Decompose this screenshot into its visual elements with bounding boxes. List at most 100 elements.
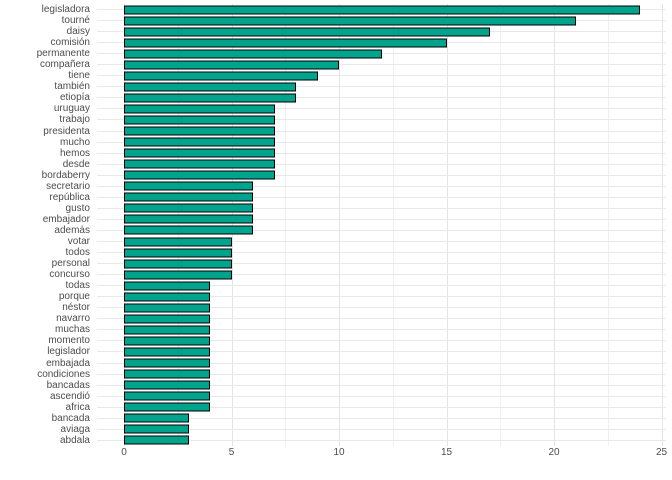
bar-row: porque (0, 291, 666, 302)
bar-area (97, 402, 666, 413)
y-axis-label: personal (51, 258, 90, 270)
row-gridline (97, 152, 666, 154)
bar-row: legislador (0, 346, 666, 357)
y-axis-label: embajador (42, 213, 90, 225)
bar-row: todas (0, 280, 666, 291)
major-gridline (124, 4, 125, 446)
bar-area (97, 380, 666, 391)
row-gridline (97, 86, 666, 88)
bar (124, 181, 253, 191)
bar-area (97, 59, 666, 70)
row-gridline (97, 373, 666, 375)
row-gridline (97, 141, 666, 143)
bar-area (97, 236, 666, 247)
bar-row: ascendió (0, 391, 666, 402)
bar (124, 259, 232, 269)
bar-row: además (0, 225, 666, 236)
major-gridline (446, 4, 448, 446)
bar-row: condiciones (0, 369, 666, 380)
bar (124, 314, 210, 324)
row-gridline (97, 263, 666, 265)
bar-area (97, 126, 666, 137)
bar (124, 192, 253, 202)
bar (124, 225, 253, 235)
bar (124, 148, 275, 158)
bar-row: mucho (0, 137, 666, 148)
y-axis-label: además (54, 224, 90, 236)
bar-row: desde (0, 159, 666, 170)
bar (124, 435, 189, 445)
y-axis-label: porque (58, 291, 90, 303)
bar-area (97, 291, 666, 302)
y-axis-label: también (54, 81, 90, 93)
bar (124, 49, 382, 59)
bar (124, 424, 189, 434)
row-gridline (97, 395, 666, 397)
minor-gridline (177, 4, 179, 446)
bar-area (97, 70, 666, 81)
major-gridline (339, 4, 340, 446)
row-gridline (97, 340, 666, 342)
bar-row: daisy (0, 26, 666, 37)
bar (124, 71, 318, 81)
bar-area (97, 81, 666, 92)
y-axis-label: comisión (50, 37, 90, 49)
y-axis-label: condiciones (37, 368, 90, 380)
row-gridline (97, 274, 666, 276)
bar-area (97, 324, 666, 335)
bar-area (97, 335, 666, 346)
row-gridline (97, 417, 666, 419)
bar (124, 137, 275, 147)
y-axis-label: tourné (61, 15, 90, 27)
row-gridline (97, 64, 666, 66)
row-gridline (97, 97, 666, 99)
row-gridline (97, 241, 666, 242)
bar-row: concurso (0, 269, 666, 280)
bar-area (97, 203, 666, 214)
row-gridline (97, 439, 666, 441)
bar-row: gusto (0, 203, 666, 214)
y-axis-label: legisladora (41, 4, 90, 16)
bar-row: muchas (0, 324, 666, 335)
bar-area (97, 346, 666, 357)
y-axis-label: néstor (62, 302, 90, 314)
bar-area (97, 247, 666, 258)
bar-row: embajada (0, 358, 666, 369)
y-axis-label: daisy (66, 26, 90, 38)
bar-row: africa (0, 402, 666, 413)
bar (124, 402, 210, 412)
bar-row: también (0, 81, 666, 92)
bar-area (97, 313, 666, 324)
bar (124, 281, 210, 291)
bar-row: bancada (0, 413, 666, 424)
y-axis-label: mucho (59, 136, 90, 148)
y-axis-label: bancada (51, 412, 90, 424)
row-gridline (97, 130, 666, 132)
bar-area (97, 48, 666, 59)
bar-row: secretario (0, 181, 666, 192)
bar (124, 60, 339, 70)
bar-area (97, 37, 666, 48)
bar (124, 5, 640, 15)
minor-gridline (392, 4, 394, 446)
bar-rows: legisladora tourné daisy comisión permanente… (0, 4, 666, 446)
bar-area (97, 413, 666, 424)
bar-area (97, 4, 666, 15)
bar (124, 27, 490, 37)
bar-area (97, 137, 666, 148)
row-gridline (97, 196, 666, 198)
bar-row: comisión (0, 37, 666, 48)
bar (124, 214, 253, 224)
bar (124, 237, 232, 246)
bar-area (97, 15, 666, 26)
bar-area (97, 159, 666, 170)
x-tick-label: 0 (121, 447, 127, 458)
y-axis-label: permanente (36, 48, 90, 60)
y-axis-label: ascendió (49, 390, 90, 402)
bar-area (97, 114, 666, 125)
row-gridline (97, 428, 666, 430)
x-tick-label: 20 (548, 447, 560, 458)
bar-row: néstor (0, 302, 666, 313)
y-axis-label: tiene (68, 70, 90, 82)
